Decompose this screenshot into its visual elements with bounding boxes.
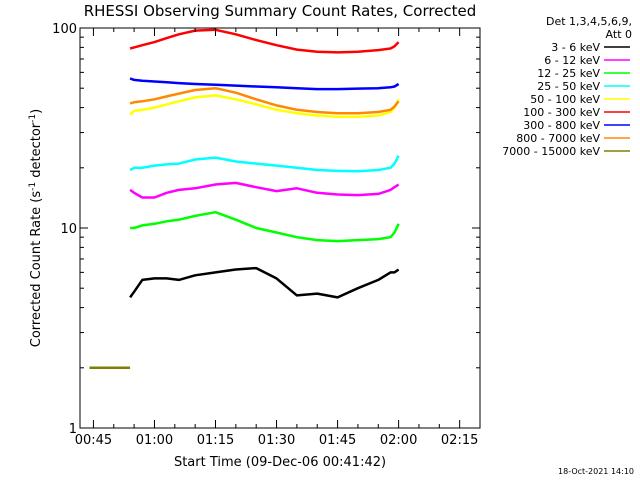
x-tick-label: 01:00 xyxy=(136,433,173,448)
legend-header-line2: Att 0 xyxy=(606,28,632,41)
series-line xyxy=(129,86,400,115)
legend-label: 7000 - 15000 keV xyxy=(502,145,600,158)
legend-label: 800 - 7000 keV xyxy=(516,132,600,145)
x-tick-label: 02:00 xyxy=(380,433,417,448)
y-tick-label: 100 xyxy=(52,22,77,37)
series-line xyxy=(129,77,400,91)
series-line xyxy=(129,94,400,118)
legend-label: 25 - 50 keV xyxy=(537,80,600,93)
x-tick-label: 00:45 xyxy=(75,433,112,448)
x-axis-label: Start Time (09-Dec-06 00:41:42) xyxy=(174,455,386,470)
series-line xyxy=(130,210,400,243)
x-tick-label: 02:15 xyxy=(441,433,478,448)
x-tick-label: 01:15 xyxy=(197,433,234,448)
plot-layer xyxy=(89,28,400,370)
series-line xyxy=(129,266,400,299)
chart-title: RHESSI Observing Summary Count Rates, Co… xyxy=(84,2,477,20)
y-tick-label: 1 xyxy=(69,422,77,437)
y-axis-ticks: 1 10 100 xyxy=(52,22,480,437)
series-line xyxy=(129,181,400,199)
legend-header-line1: Det 1,3,4,5,6,9, xyxy=(546,15,632,28)
legend-label: 100 - 300 keV xyxy=(523,106,600,119)
legend-label: 50 - 100 keV xyxy=(530,93,600,106)
x-tick-label: 01:45 xyxy=(319,433,356,448)
legend-label: 300 - 800 keV xyxy=(523,119,600,132)
series-line xyxy=(129,28,400,54)
legend-label: 12 - 25 keV xyxy=(537,67,600,80)
legend-label: 3 - 6 keV xyxy=(551,41,600,54)
y-tick-label: 10 xyxy=(60,222,77,237)
x-tick-label: 01:30 xyxy=(258,433,295,448)
series-line xyxy=(129,155,400,173)
y-axis-label: Corrected Count Rate (s-1 detector-1) xyxy=(28,109,44,347)
footer-date: 18-Oct-2021 14:10 xyxy=(558,467,634,476)
legend-label: 6 - 12 keV xyxy=(544,54,600,67)
x-axis-ticks: 00:45 01:00 01:15 01:30 01:45 02:00 02:15 xyxy=(75,28,481,448)
